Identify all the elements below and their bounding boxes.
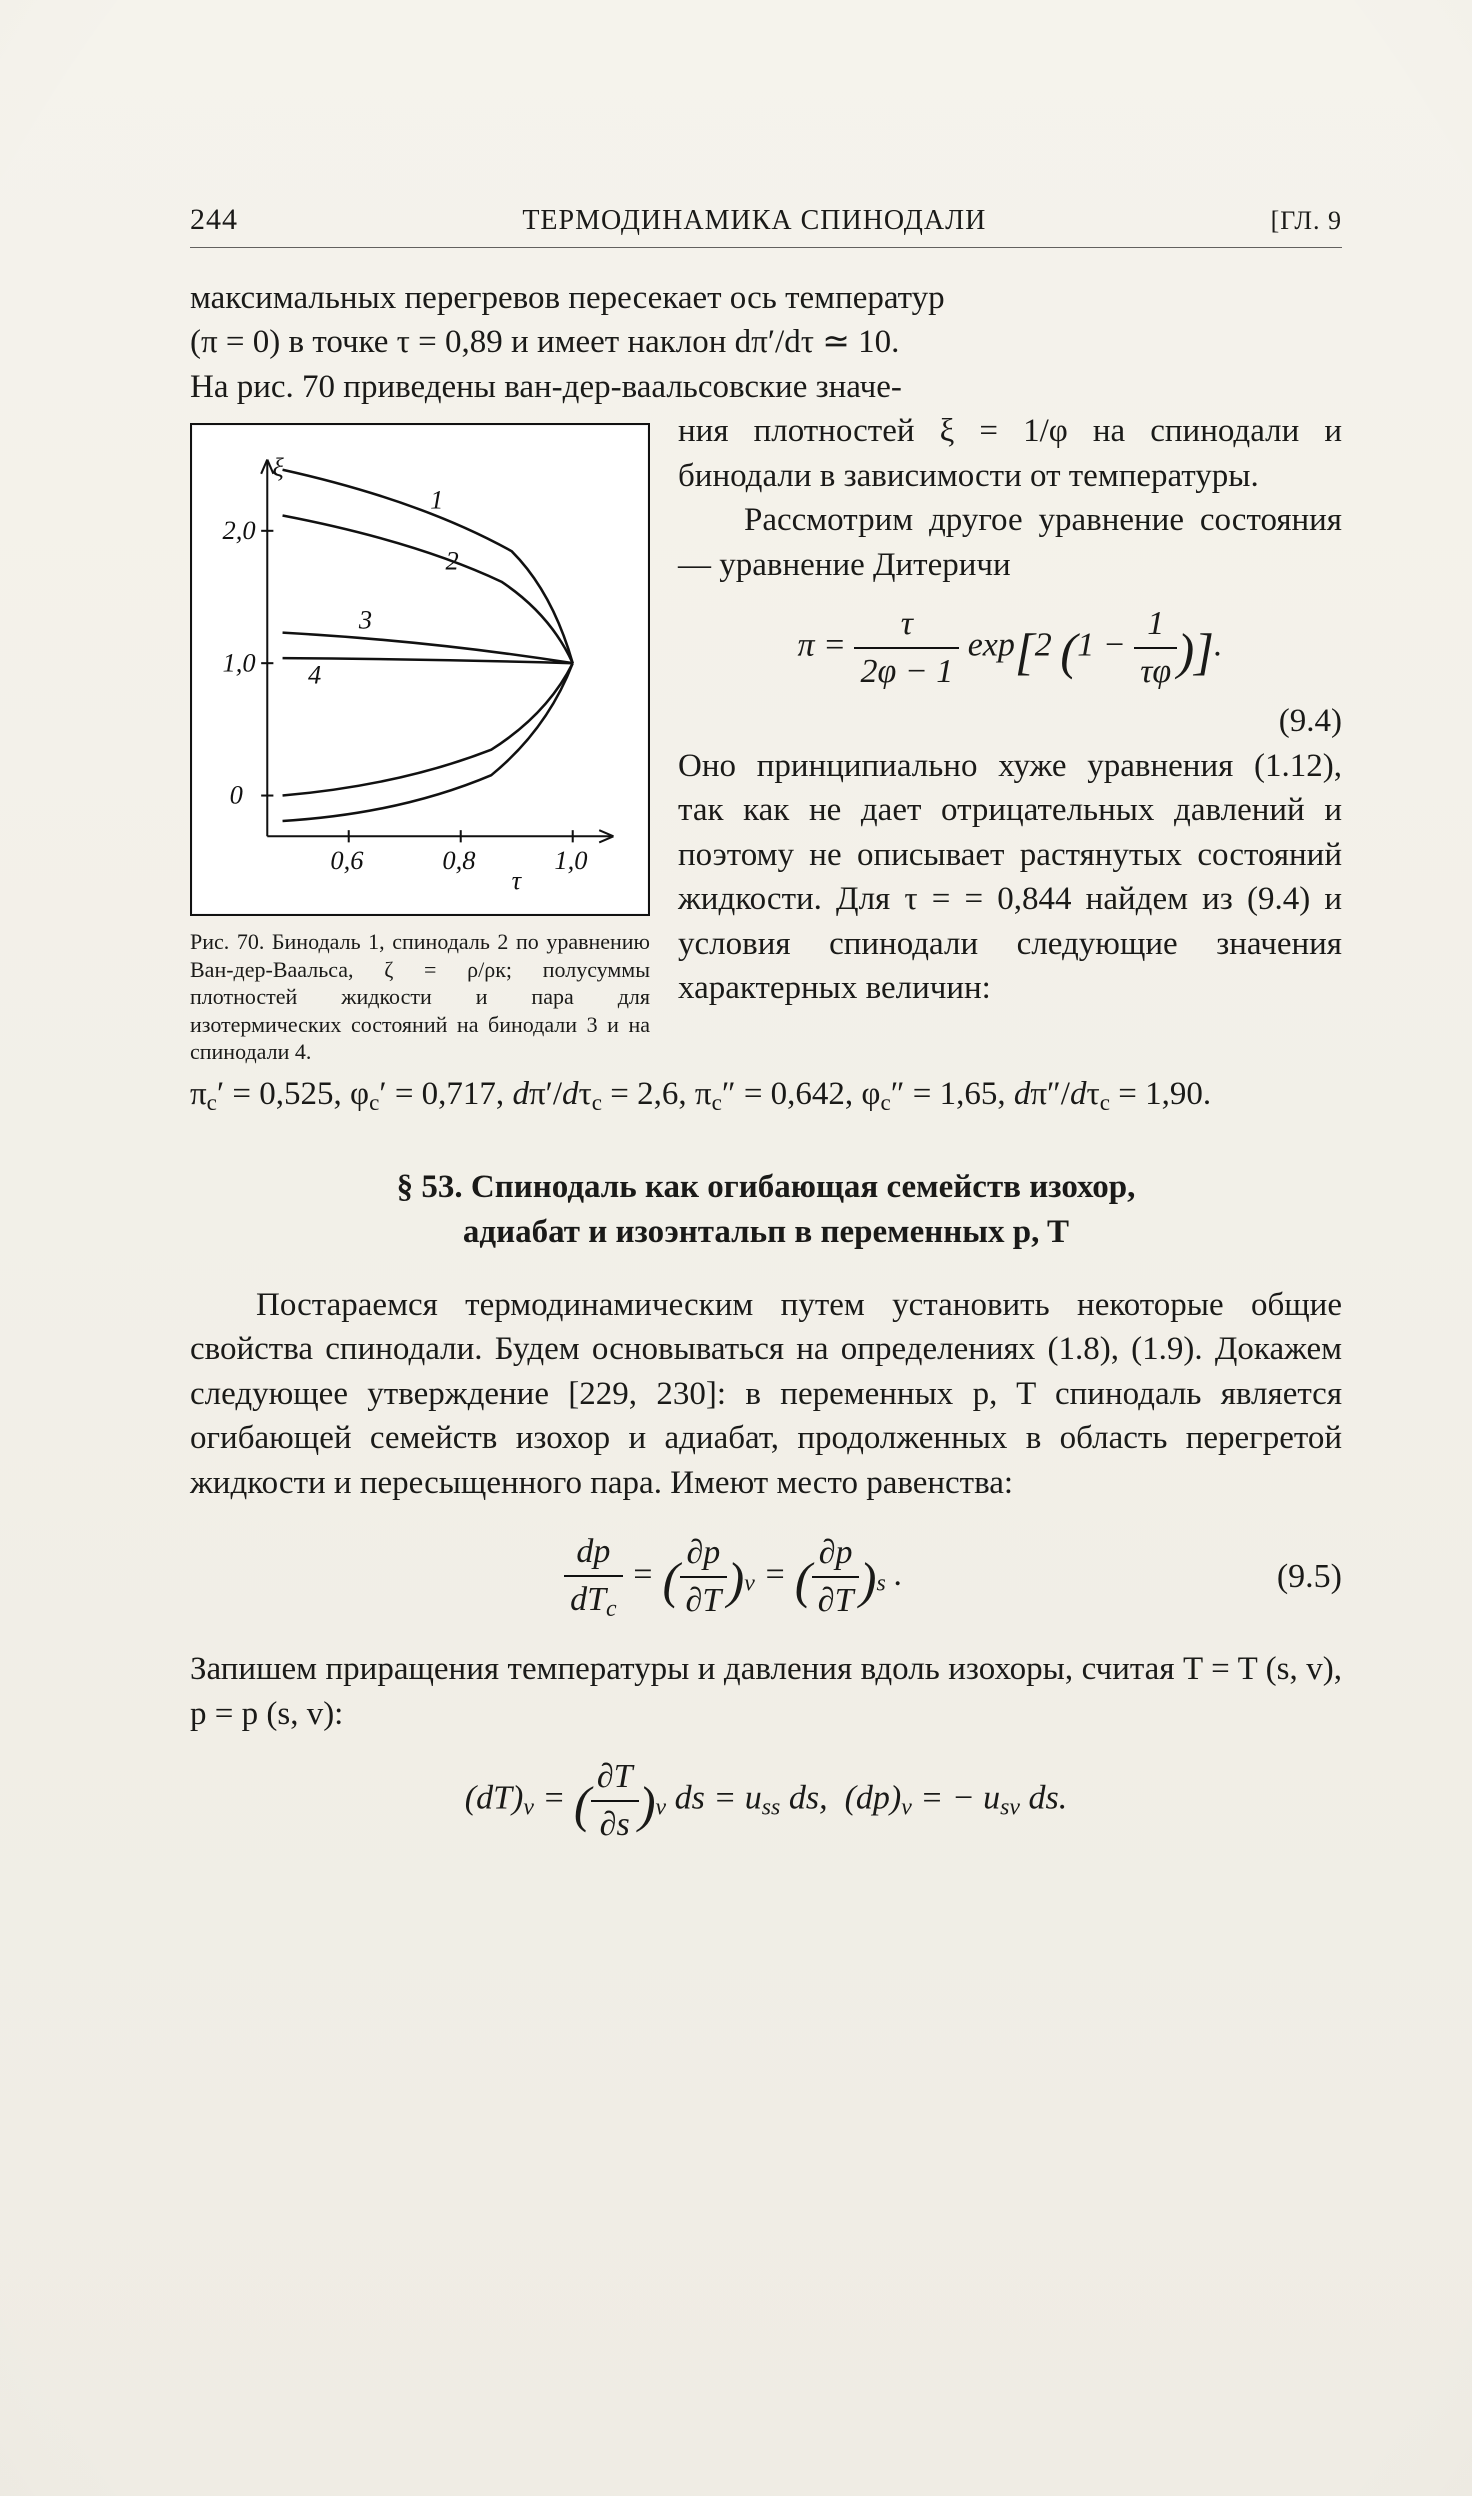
- ytick-2: 2,0: [222, 515, 255, 545]
- figure-70: 0 1,0 2,0 0,6 0,8 1,0 ξ τ 1 2 3 4: [190, 423, 650, 916]
- equation-9-4: π = τ2φ − 1 exp[2 (1 − 1τφ)].: [678, 601, 1342, 695]
- equation-9-4-body: π = τ2φ − 1 exp[2 (1 − 1τφ)].: [678, 601, 1342, 695]
- figure-70-caption: Рис. 70. Бинодаль 1, спинодаль 2 по урав…: [190, 928, 650, 1066]
- x-axis-label: τ: [512, 865, 523, 895]
- lead-line: (π = 0) в точке τ = 0,89 и имеет наклон …: [190, 320, 1342, 365]
- equation-9-4-number: (9.4): [1279, 703, 1342, 739]
- section-53-para-1: Постараемся термодинамическим путем уста…: [190, 1283, 1342, 1506]
- curve-label-3: 3: [358, 605, 372, 635]
- equation-9-5: dpdTc = (∂p∂T)v = (∂p∂T)s . (9.5): [190, 1529, 1342, 1625]
- running-head: 244 ТЕРМОДИНАМИКА СПИНОДАЛИ [ГЛ. 9: [190, 200, 1342, 248]
- chapter-mark: [ГЛ. 9: [1271, 203, 1342, 238]
- equation-9-5-number: (9.5): [1277, 1554, 1342, 1600]
- curve-label-4: 4: [308, 660, 321, 690]
- figure-70-block: 0 1,0 2,0 0,6 0,8 1,0 ξ τ 1 2 3 4: [190, 423, 650, 1065]
- ytick-0: 0: [230, 780, 243, 810]
- running-title: ТЕРМОДИНАМИКА СПИНОДАЛИ: [238, 202, 1271, 240]
- section-53-para-2: Запишем приращения температуры и давлени…: [190, 1647, 1342, 1736]
- section-53-title-line1: § 53. Спинодаль как огибающая семейств и…: [190, 1165, 1342, 1210]
- curve-label-2: 2: [445, 546, 458, 576]
- equation-dT-dp-body: (dT)v = (∂T∂s)v ds = uss ds, (dp)v = − u…: [190, 1754, 1342, 1848]
- page-number: 244: [190, 200, 238, 241]
- section-53-title-line2: адиабат и изоэнтальп в переменных p, T: [190, 1210, 1342, 1255]
- ytick-1: 1,0: [222, 647, 255, 677]
- lead-line: максимальных перегревов пересекает ось т…: [190, 276, 1342, 321]
- xtick-0: 0,6: [330, 845, 364, 875]
- equation-dT-dp: (dT)v = (∂T∂s)v ds = uss ds, (dp)v = − u…: [190, 1754, 1342, 1848]
- y-axis-label: ξ: [272, 452, 284, 482]
- section-53-title: § 53. Спинодаль как огибающая семейств и…: [190, 1165, 1342, 1254]
- equation-9-5-body: dpdTc = (∂p∂T)v = (∂p∂T)s .: [190, 1529, 1277, 1625]
- xtick-2: 1,0: [554, 845, 587, 875]
- lead-line: На рис. 70 приведены ван-дер-ваальсовски…: [190, 365, 1342, 410]
- characteristic-values: πc′ = 0,525, φc′ = 0,717, dπ′/dτc = 2,6,…: [190, 1072, 1342, 1118]
- page: 244 ТЕРМОДИНАМИКА СПИНОДАЛИ [ГЛ. 9 макси…: [0, 0, 1472, 2496]
- body-text: максимальных перегревов пересекает ось т…: [190, 276, 1342, 1849]
- figure-70-svg: 0 1,0 2,0 0,6 0,8 1,0 ξ τ 1 2 3 4: [196, 429, 644, 897]
- xtick-1: 0,8: [442, 845, 475, 875]
- curve-label-1: 1: [430, 485, 443, 515]
